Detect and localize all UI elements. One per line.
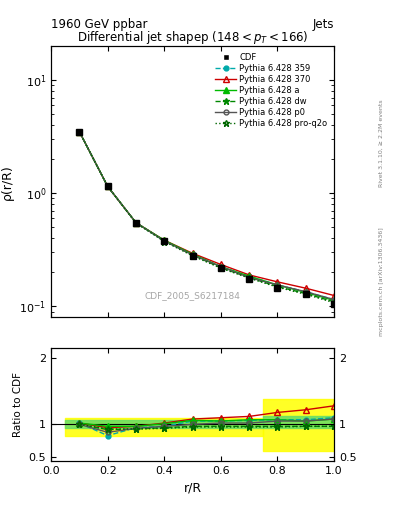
Text: CDF_2005_S6217184: CDF_2005_S6217184 bbox=[145, 291, 241, 300]
Title: Differential jet shapep $(148 < p_T < 166)$: Differential jet shapep $(148 < p_T < 16… bbox=[77, 29, 309, 46]
Text: 1960 GeV ppbar: 1960 GeV ppbar bbox=[51, 18, 148, 31]
Y-axis label: ρ(r/R): ρ(r/R) bbox=[1, 164, 14, 200]
Text: Rivet 3.1.10, ≥ 2.2M events: Rivet 3.1.10, ≥ 2.2M events bbox=[379, 99, 384, 187]
X-axis label: r/R: r/R bbox=[184, 481, 202, 494]
Text: Jets: Jets bbox=[312, 18, 334, 31]
Text: mcplots.cern.ch [arXiv:1306.3436]: mcplots.cern.ch [arXiv:1306.3436] bbox=[379, 227, 384, 336]
Y-axis label: Ratio to CDF: Ratio to CDF bbox=[13, 372, 23, 437]
Legend: CDF, Pythia 6.428 359, Pythia 6.428 370, Pythia 6.428 a, Pythia 6.428 dw, Pythia: CDF, Pythia 6.428 359, Pythia 6.428 370,… bbox=[213, 50, 330, 131]
